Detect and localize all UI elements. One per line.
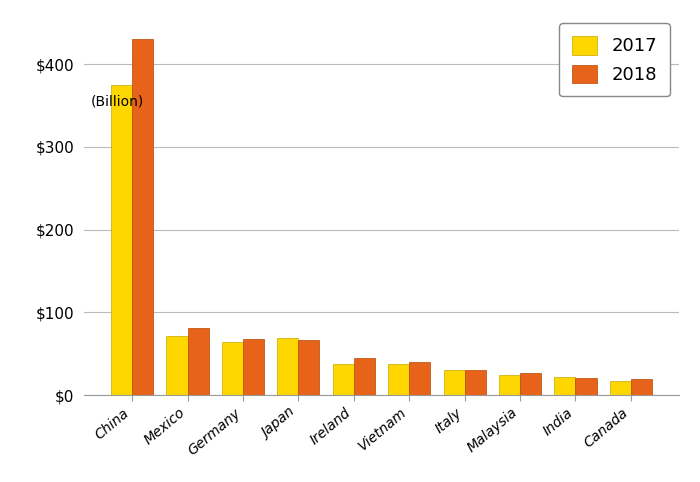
Bar — [188, 328, 209, 395]
Bar — [444, 370, 465, 395]
Legend: 2017, 2018: 2017, 2018 — [559, 24, 670, 96]
Bar — [610, 381, 631, 395]
Bar — [354, 358, 374, 395]
Bar — [465, 370, 486, 395]
Bar — [554, 377, 575, 395]
Bar — [520, 373, 541, 395]
Bar — [332, 364, 354, 395]
Bar — [575, 378, 596, 395]
Text: (Billion): (Billion) — [90, 94, 144, 108]
Bar — [132, 40, 153, 395]
Bar — [222, 342, 243, 395]
Bar — [389, 364, 410, 395]
Bar — [410, 362, 430, 395]
Bar — [111, 85, 132, 395]
Bar — [298, 340, 319, 395]
Bar — [277, 338, 298, 395]
Bar — [499, 375, 520, 395]
Bar — [243, 339, 264, 395]
Bar — [167, 336, 188, 395]
Bar — [631, 379, 652, 395]
